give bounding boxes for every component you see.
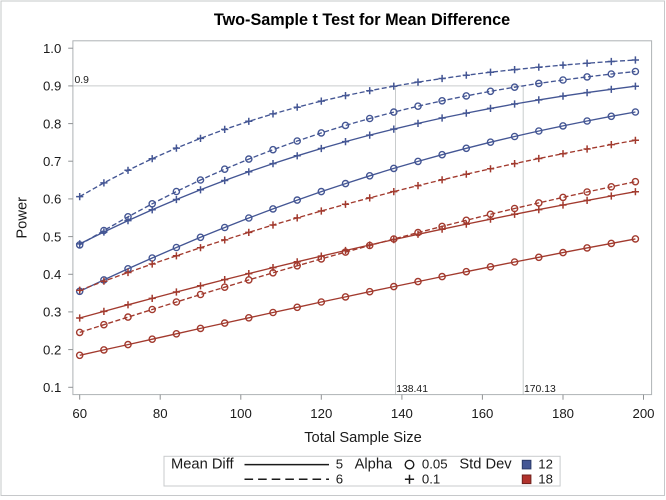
svg-text:0.9: 0.9 (75, 75, 90, 86)
svg-text:0.05: 0.05 (422, 457, 448, 472)
svg-text:100: 100 (230, 406, 252, 421)
svg-text:180: 180 (552, 406, 574, 421)
svg-text:0.4: 0.4 (43, 267, 61, 282)
svg-text:Power: Power (15, 197, 31, 239)
svg-text:0.1: 0.1 (422, 471, 440, 486)
svg-text:200: 200 (632, 406, 654, 421)
svg-text:0.9: 0.9 (43, 79, 61, 94)
svg-text:0.8: 0.8 (43, 116, 61, 131)
svg-text:60: 60 (72, 406, 87, 421)
svg-text:138.41: 138.41 (396, 384, 428, 395)
svg-text:5: 5 (336, 457, 343, 472)
svg-text:6: 6 (336, 471, 343, 486)
svg-text:0.1: 0.1 (43, 380, 61, 395)
svg-text:0.2: 0.2 (43, 342, 61, 357)
svg-text:Mean Diff: Mean Diff (171, 457, 235, 473)
svg-text:120: 120 (310, 406, 332, 421)
svg-text:140: 140 (391, 406, 413, 421)
svg-text:Std Dev: Std Dev (459, 457, 512, 473)
svg-text:170.13: 170.13 (524, 384, 556, 395)
svg-text:Total Sample Size: Total Sample Size (304, 430, 422, 446)
svg-text:1.0: 1.0 (43, 41, 61, 56)
svg-text:0.5: 0.5 (43, 229, 61, 244)
svg-text:Alpha: Alpha (355, 457, 393, 473)
svg-text:80: 80 (153, 406, 168, 421)
svg-text:Two-Sample t Test for Mean Dif: Two-Sample t Test for Mean Difference (214, 11, 510, 29)
svg-text:0.3: 0.3 (43, 305, 61, 320)
svg-text:0.7: 0.7 (43, 154, 61, 169)
svg-text:160: 160 (471, 406, 493, 421)
svg-text:0.6: 0.6 (43, 192, 61, 207)
svg-text:18: 18 (538, 471, 553, 486)
svg-text:12: 12 (538, 457, 553, 472)
